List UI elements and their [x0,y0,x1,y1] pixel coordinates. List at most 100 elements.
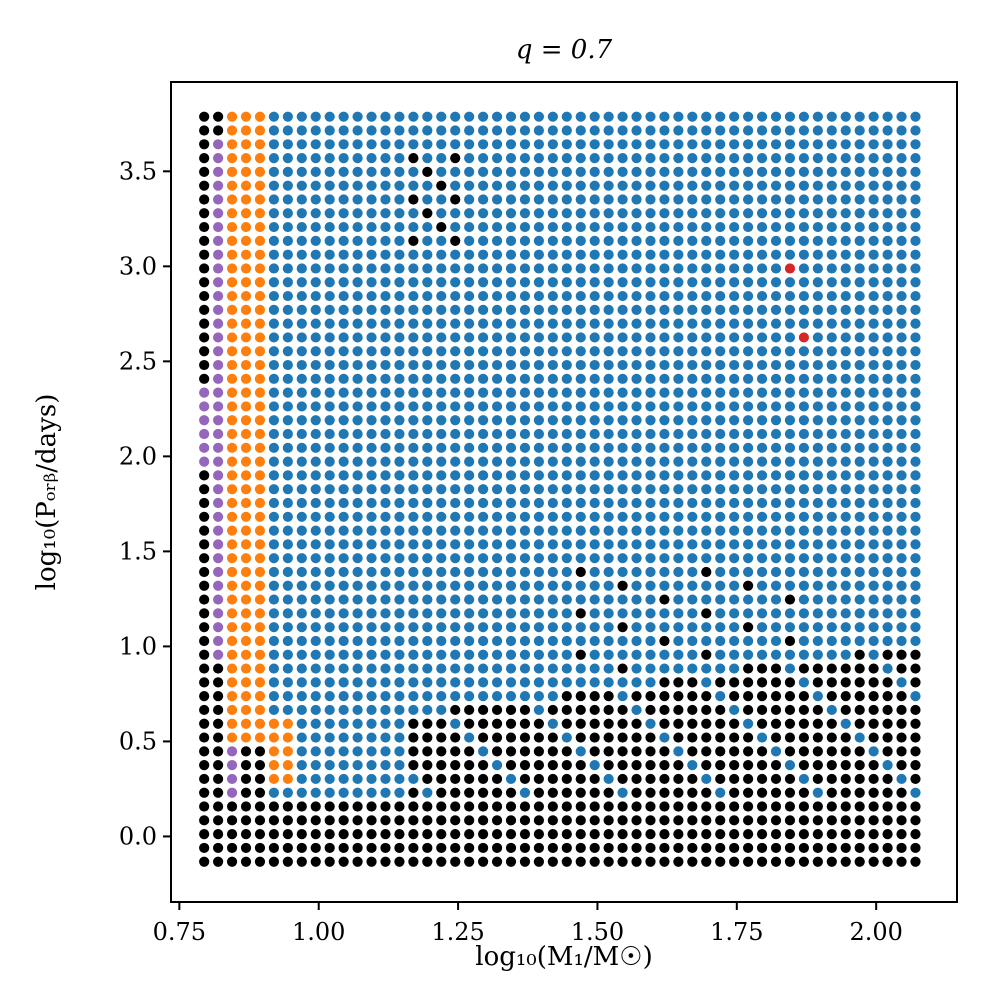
data-point-blue [896,359,907,371]
data-point-blue [505,525,517,536]
data-point-blue [603,152,614,164]
data-point-blue [310,318,321,329]
data-point-blue [798,622,810,633]
data-point-blue [854,635,865,647]
data-point-blue [310,180,321,191]
data-point-black [798,663,810,674]
data-point-blue [603,111,614,122]
data-point-black [701,608,712,619]
data-point-blue [310,221,321,233]
data-point-blue [380,732,391,743]
data-point-black [715,773,726,785]
data-point-blue [617,152,628,164]
data-point-blue [687,442,698,453]
data-point-blue [561,277,572,288]
data-point-blue [505,484,517,495]
data-point-orange [240,415,252,426]
data-point-blue [854,566,865,578]
data-point-blue [826,704,837,716]
data-point-blue [310,249,321,260]
data-point-blue [561,111,572,122]
data-point-blue [464,663,475,674]
data-point-blue [450,318,461,329]
data-point-blue [868,470,879,481]
data-point-orange [254,180,266,191]
data-point-blue [896,511,907,522]
data-point-blue [798,511,810,522]
data-point-blue [659,539,670,550]
data-point-orange [240,152,252,164]
data-point-purple [213,553,224,564]
data-point-blue [296,484,307,495]
data-point-black [756,773,768,785]
data-point-blue [659,277,670,288]
data-point-orange [226,194,238,205]
data-point-blue [673,608,684,619]
data-point-black [464,746,475,757]
data-point-blue [324,332,335,343]
data-point-blue [882,497,893,509]
data-point-blue [408,318,419,329]
data-point-blue [770,553,782,564]
data-point-black [840,815,851,826]
data-point-blue [324,277,335,288]
data-point-blue [380,663,391,674]
data-point-black [394,801,405,812]
data-point-blue [380,787,391,798]
data-point-blue [352,152,363,164]
data-point-orange [226,332,238,343]
data-point-blue [547,139,558,150]
data-point-blue [631,125,642,136]
data-point-orange [254,249,266,260]
data-point-blue [282,180,293,191]
data-point-black [854,649,865,660]
data-point-blue [338,208,349,219]
data-point-blue [422,649,433,660]
data-point-orange [240,111,252,122]
data-point-blue [436,346,447,357]
data-point-blue [868,277,879,288]
data-point-blue [352,539,363,550]
data-point-blue [770,635,782,647]
data-point-blue [617,484,628,495]
data-point-black [240,760,252,771]
data-point-blue [575,387,586,398]
data-point-blue [505,111,517,122]
data-point-blue [394,194,405,205]
data-point-blue [910,180,921,191]
data-point-blue [784,318,796,329]
data-point-orange [254,194,266,205]
data-point-black [547,842,558,854]
data-point-blue [366,760,377,771]
data-point-black [561,773,572,785]
data-point-blue [687,249,698,260]
data-point-blue [854,125,865,136]
data-point-blue [729,359,740,371]
data-point-blue [324,456,335,467]
data-point-blue [645,566,656,578]
data-point-blue [784,553,796,564]
data-point-blue [687,497,698,509]
data-point-black [756,856,768,867]
data-point-blue [533,139,545,150]
data-point-blue [701,580,712,591]
data-point-blue [896,235,907,246]
data-point-blue [882,346,893,357]
data-point-blue [394,746,405,757]
data-point-blue [282,415,293,426]
data-point-blue [352,180,363,191]
data-point-blue [715,415,726,426]
data-point-black [784,594,796,605]
data-point-blue [756,553,768,564]
data-point-blue [826,525,837,536]
data-point-black [729,856,740,867]
data-point-blue [561,194,572,205]
data-point-blue [561,152,572,164]
data-point-blue [338,428,349,440]
data-point-blue [840,553,851,564]
data-point-blue [561,663,572,674]
data-point-blue [687,373,698,384]
data-point-orange [268,760,280,771]
data-point-blue [296,359,307,371]
data-point-orange [240,401,252,412]
